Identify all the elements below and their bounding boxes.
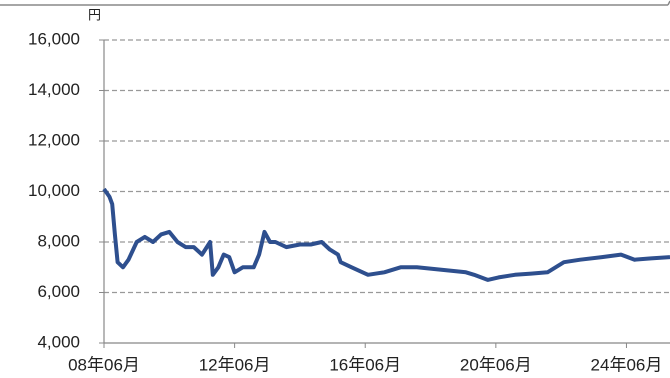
y-tick-label: 10,000	[28, 181, 80, 200]
y-tick-label: 8,000	[37, 231, 80, 250]
y-tick-label: 6,000	[37, 282, 80, 301]
x-tick-label: 08年06月	[68, 355, 140, 374]
y-tick-label: 14,000	[28, 80, 80, 99]
x-tick-label: 20年06月	[460, 355, 532, 374]
x-tick-label: 16年06月	[329, 355, 401, 374]
x-tick-label: 24年06月	[591, 355, 663, 374]
y-tick-label: 16,000	[28, 29, 80, 48]
y-axis-unit: 円	[88, 7, 101, 22]
data-line	[102, 187, 670, 282]
x-tick-label: 12年06月	[199, 355, 271, 374]
y-tick-label: 12,000	[28, 130, 80, 149]
y-tick-label: 4,000	[37, 332, 80, 351]
